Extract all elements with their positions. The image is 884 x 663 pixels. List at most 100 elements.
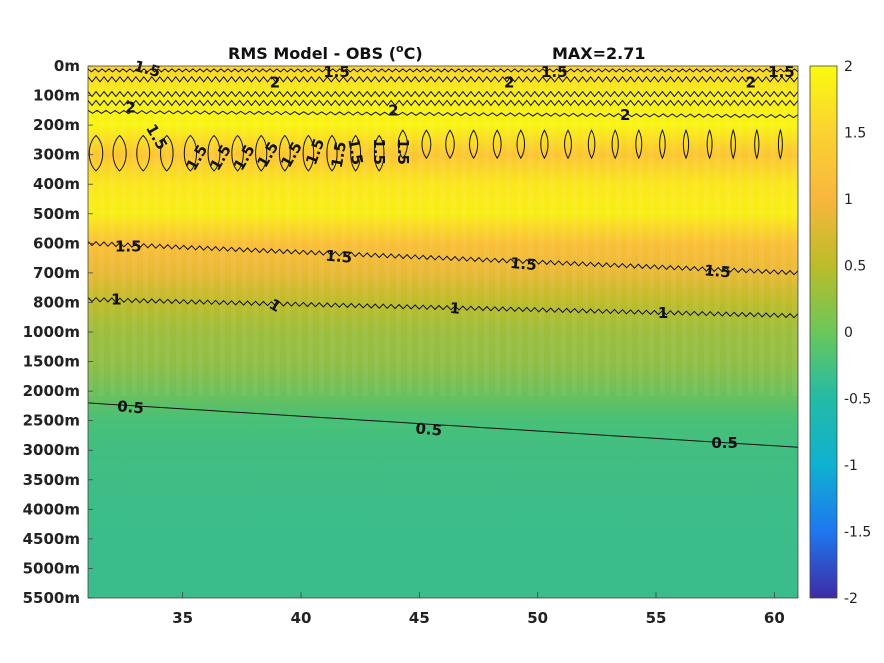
x-axis-ticks: 35 40 45 50 55 60 <box>172 592 785 627</box>
colorbar-ticks: 2 1.5 1 0.5 0 -0.5 -1 -1.5 -2 <box>844 59 871 607</box>
contour-line <box>231 134 244 172</box>
y-tick-label: 200m <box>33 116 80 134</box>
colorbar-tick-label: -1 <box>844 458 858 474</box>
contour-line <box>564 129 572 160</box>
contour-label: 1.5 <box>394 138 412 165</box>
contour-label: 2 <box>270 73 280 91</box>
y-tick-label: 100m <box>33 87 80 105</box>
contour-label: 2 <box>620 106 630 124</box>
contour-line <box>730 128 736 160</box>
contour-line <box>160 134 174 172</box>
x-tick-label: 45 <box>409 609 430 627</box>
y-tick-label: 5000m <box>23 559 80 577</box>
colorbar-tick-label: 1.5 <box>844 126 866 142</box>
y-axis-ticks: 0m 100m 200m 300m 400m 500m 600m 700m 800m 1000m 1… <box>23 57 93 607</box>
y-tick-label: 4000m <box>23 500 80 518</box>
plot-area: 1.521.521.521.52 2 21.51.51.51.51.51.51.5 1… <box>87 57 799 599</box>
contour-line <box>659 129 666 160</box>
contour-label: 1.5 <box>344 137 366 166</box>
x-tick-label: 60 <box>764 609 785 627</box>
colorbar-gradient <box>809 65 838 599</box>
y-tick-label: 2000m <box>23 382 80 400</box>
contour-line <box>88 240 798 276</box>
colorbar-tick-label: -2 <box>844 591 858 607</box>
contour-label: 1.5 <box>509 254 537 274</box>
y-tick-label: 4500m <box>23 530 80 548</box>
contour-label: 1.5 <box>323 63 350 81</box>
contour-line <box>302 134 315 172</box>
contour-line <box>373 134 385 172</box>
y-tick-label: 400m <box>33 175 80 193</box>
x-tick-label: 50 <box>527 609 548 627</box>
contour-label: 1.5 <box>115 237 142 255</box>
contour-line <box>326 134 338 172</box>
colorbar-tick-label: 0.5 <box>844 259 866 275</box>
contour-line <box>611 129 619 160</box>
contour-line <box>88 90 798 98</box>
contour-line <box>492 129 502 160</box>
colorbar-tick-label: -0.5 <box>844 392 871 408</box>
contour-label: 0.5 <box>415 419 443 439</box>
contour-label: 1.5 <box>541 63 568 81</box>
colorbar: 2 1.5 1 0.5 0 -0.5 -1 -1.5 -2 <box>809 59 871 607</box>
contour-line <box>207 134 221 172</box>
contour-line <box>88 75 798 83</box>
contour-line <box>468 129 479 160</box>
contour-label: 2 <box>504 73 514 91</box>
contour-line <box>88 68 798 73</box>
contour-label: 0.5 <box>711 434 738 452</box>
x-tick-label: 40 <box>291 609 312 627</box>
contour-line <box>88 402 798 448</box>
contour-line <box>88 134 104 172</box>
contour-label: 2 <box>125 98 135 116</box>
x-tick-label: 35 <box>172 609 193 627</box>
max-label: MAX=2.71 <box>552 44 646 63</box>
contour-label: 1 <box>658 304 668 322</box>
contour-label: 0.5 <box>117 397 145 417</box>
contour-line <box>255 134 268 172</box>
contour-line <box>112 134 127 172</box>
contour-label: 2 <box>745 73 755 91</box>
chart-title: RMS Model - OBS (oC) MAX=2.71 <box>228 42 646 63</box>
contour-line <box>635 129 643 160</box>
contour-line <box>88 99 798 107</box>
y-tick-label: 1500m <box>23 353 80 371</box>
y-tick-label: 300m <box>33 146 80 164</box>
contour-line <box>183 134 197 172</box>
y-tick-label: 500m <box>33 205 80 223</box>
contour-line <box>706 128 713 160</box>
contour-line <box>445 129 455 160</box>
contour-label: 1.5 <box>370 138 388 165</box>
contour-line <box>777 128 783 160</box>
colorbar-tick-label: -1.5 <box>844 525 871 541</box>
y-tick-label: 1000m <box>23 323 80 341</box>
y-tick-label: 5500m <box>23 589 80 607</box>
heatmap-stripes <box>88 66 798 396</box>
contour-line <box>88 296 798 319</box>
contour-line <box>682 128 690 160</box>
contour-line <box>278 134 291 172</box>
contour-label: 1 <box>111 290 121 308</box>
contour-line <box>587 129 596 160</box>
contour-line <box>88 109 798 119</box>
contour-label: 2 <box>388 101 398 119</box>
contour-line <box>397 129 408 160</box>
contour-line <box>136 134 151 172</box>
contour-line <box>350 134 362 172</box>
colorbar-tick-label: 0 <box>844 325 853 341</box>
y-tick-label: 3000m <box>23 441 80 459</box>
colorbar-tick-label: 2 <box>844 59 853 75</box>
contour-line <box>421 129 432 160</box>
contour-label: 1.5 <box>325 247 353 267</box>
contour-lines <box>88 68 798 448</box>
contour-line <box>516 129 526 160</box>
contour-label: 1.5 <box>328 140 350 169</box>
contour-label: 1.5 <box>768 63 795 81</box>
y-tick-label: 0m <box>54 57 80 75</box>
contour-line <box>540 129 549 160</box>
y-tick-label: 800m <box>33 293 80 311</box>
x-tick-label: 55 <box>646 609 667 627</box>
contour-label: 1 <box>449 299 461 318</box>
y-tick-label: 3500m <box>23 471 80 489</box>
